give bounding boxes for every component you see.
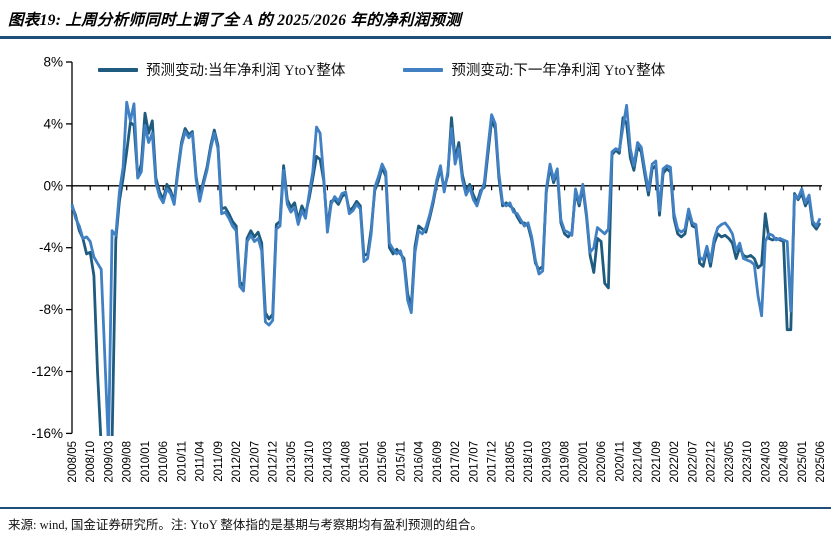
x-axis-label: 2018/10 bbox=[523, 441, 535, 483]
x-axis-label: 2014/03 bbox=[322, 441, 334, 483]
x-axis-label: 2023/05 bbox=[724, 441, 736, 483]
x-axis-label: 2013/05 bbox=[286, 441, 298, 483]
x-axis-label: 2012/07 bbox=[249, 441, 261, 483]
x-axis-label: 2024/03 bbox=[760, 441, 772, 483]
x-axis-label: 2011/04 bbox=[195, 440, 207, 481]
x-axis-label: 2009/03 bbox=[103, 441, 115, 483]
figure-title: 图表19: 上周分析师同时上调了全 A 的 2025/2026 年的净利润预测 bbox=[8, 12, 462, 29]
y-axis-label: 0% bbox=[43, 178, 63, 193]
series-line-next-year bbox=[70, 100, 822, 436]
y-axis-label: -12% bbox=[31, 364, 63, 379]
x-axis-label: 2020/11 bbox=[614, 441, 626, 482]
x-axis-label: 2020/01 bbox=[578, 441, 590, 483]
x-axis-label: 2017/12 bbox=[487, 441, 499, 483]
x-axis-label: 2021/09 bbox=[651, 441, 663, 483]
x-axis-label: 2014/08 bbox=[341, 441, 353, 483]
y-axis-label: 8% bbox=[43, 55, 63, 70]
y-axis-label: -4% bbox=[39, 240, 63, 255]
x-axis-label: 2008/05 bbox=[67, 441, 79, 483]
chart-legend: 预测变动:当年净利润 YtoY整体 预测变动:下一年净利润 YtoY整体 bbox=[98, 59, 665, 80]
x-axis-label: 2008/10 bbox=[85, 441, 97, 483]
x-axis-label: 2013/10 bbox=[304, 441, 316, 483]
footer-divider bbox=[0, 507, 831, 509]
x-axis-label: 2022/07 bbox=[687, 441, 699, 483]
x-axis-label: 2019/08 bbox=[560, 441, 572, 483]
x-axis-label: 2015/01 bbox=[359, 441, 371, 483]
y-axis-label: -16% bbox=[31, 426, 63, 441]
x-axis-label: 2023/10 bbox=[742, 441, 754, 483]
x-axis-label: 2019/03 bbox=[541, 441, 553, 483]
x-axis-label: 2022/02 bbox=[669, 441, 681, 483]
x-axis-label: 2015/06 bbox=[377, 441, 389, 483]
x-axis-label: 2017/02 bbox=[450, 441, 462, 483]
series-line-current-year bbox=[70, 111, 822, 436]
x-axis-label: 2016/04 bbox=[414, 440, 426, 482]
legend-item-current-year: 预测变动:当年净利润 YtoY整体 bbox=[98, 59, 345, 80]
x-axis: 2008/05 2008/10 2009/03 2009/08 2010/01 2010/… bbox=[67, 185, 827, 483]
x-axis-label: 2012/12 bbox=[268, 441, 280, 483]
x-axis-label: 2016/09 bbox=[432, 441, 444, 483]
legend-label-next-year: 预测变动:下一年净利润 YtoY整体 bbox=[451, 63, 666, 79]
y-axis-label: -8% bbox=[39, 302, 63, 317]
x-axis-label: 2012/02 bbox=[231, 441, 243, 483]
x-axis-label: 2020/06 bbox=[596, 441, 608, 483]
x-axis-label: 2018/05 bbox=[505, 441, 517, 483]
series-lines bbox=[70, 100, 822, 436]
legend-line-swatch-next-year bbox=[403, 67, 444, 72]
x-axis-label: 2025/06 bbox=[815, 441, 827, 483]
x-axis-label: 2015/11 bbox=[395, 441, 407, 482]
x-axis-label: 2010/01 bbox=[140, 441, 152, 483]
x-axis-label: 2017/07 bbox=[468, 441, 480, 483]
legend-label-current-year: 预测变动:当年净利润 YtoY整体 bbox=[146, 63, 346, 79]
x-axis-label: 2021/04 bbox=[633, 440, 645, 482]
x-axis-label: 2025/01 bbox=[797, 441, 809, 483]
title-underline bbox=[0, 36, 831, 39]
x-axis-label: 2010/06 bbox=[158, 441, 170, 483]
y-axis-label: 4% bbox=[43, 116, 63, 131]
legend-line-swatch-current-year bbox=[98, 67, 138, 72]
source-note: 来源: wind, 国金证券研究所。注: YtoY 整体指的是基期与考察期均有盈… bbox=[8, 518, 483, 532]
x-axis-label: 2011/09 bbox=[213, 441, 225, 482]
y-axis: 8% 4% 0% -4% -8% -12% -16% bbox=[31, 55, 73, 441]
x-axis-label: 2024/08 bbox=[779, 441, 791, 483]
x-axis-label: 2009/08 bbox=[122, 441, 134, 483]
x-axis-label: 2010/11 bbox=[176, 441, 188, 482]
x-axis-label: 2022/12 bbox=[706, 441, 718, 483]
legend-item-next-year: 预测变动:下一年净利润 YtoY整体 bbox=[403, 59, 665, 80]
